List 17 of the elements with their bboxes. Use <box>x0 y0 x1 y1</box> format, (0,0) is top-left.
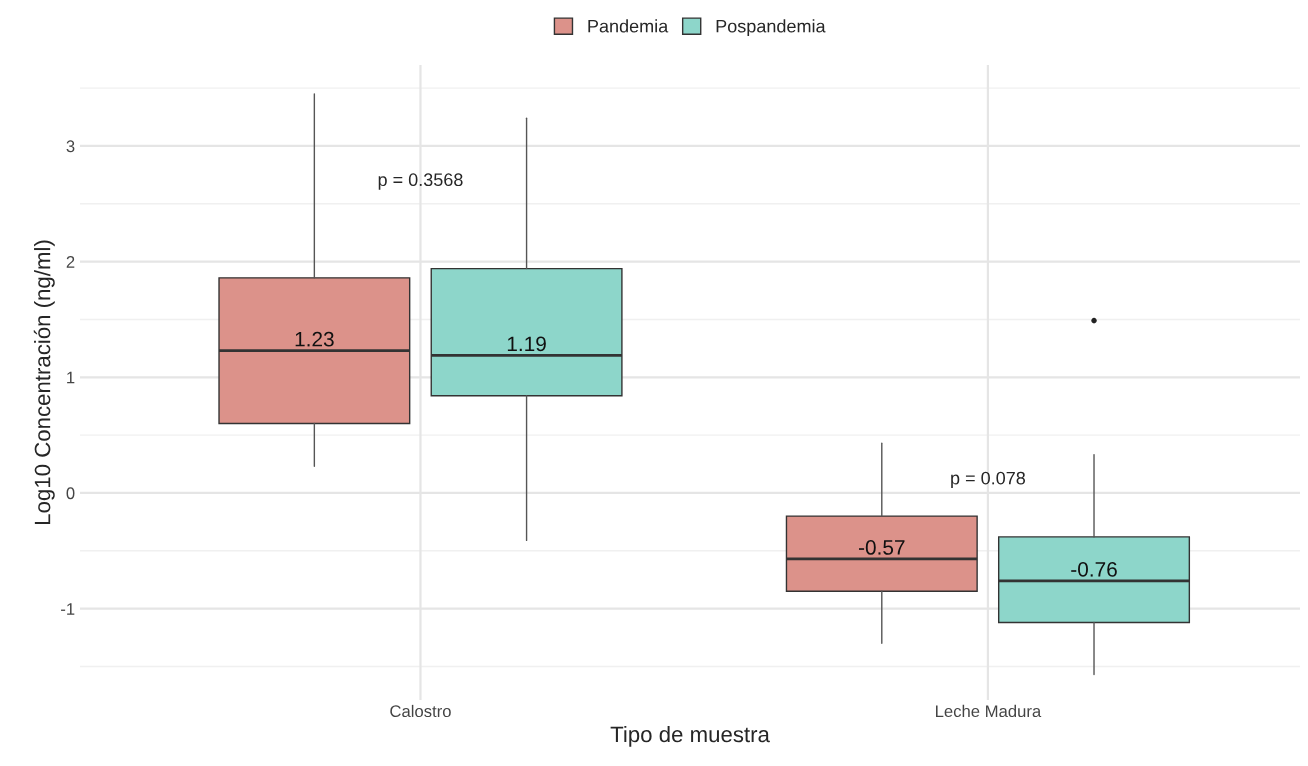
legend-label: Pandemia <box>588 19 669 33</box>
annotation: p = 0.078 <box>951 471 1026 489</box>
y-tick-label: 2 <box>66 256 75 268</box>
y-axis-title: Log10 Concentración (ng/ml) <box>33 240 55 524</box>
text: -0.76 <box>1071 561 1117 577</box>
x-axis-title: Tipo de muestra <box>610 725 770 747</box>
y-tick-label: -1 <box>61 603 75 615</box>
y-tick-label: 0 <box>66 487 75 500</box>
annotation: p = 0.3568 <box>378 173 463 190</box>
legend-label: Pospandemia <box>716 19 826 37</box>
text: 1.19 <box>507 336 546 352</box>
x-tick-label: Leche Madura <box>936 704 1042 718</box>
x-tick-label: Calostro <box>390 704 451 718</box>
text: 1.23 <box>295 331 334 347</box>
text: -0.57 <box>858 540 905 555</box>
y-tick-label: 3 <box>66 140 75 153</box>
y-tick-label: 1 <box>67 371 75 384</box>
